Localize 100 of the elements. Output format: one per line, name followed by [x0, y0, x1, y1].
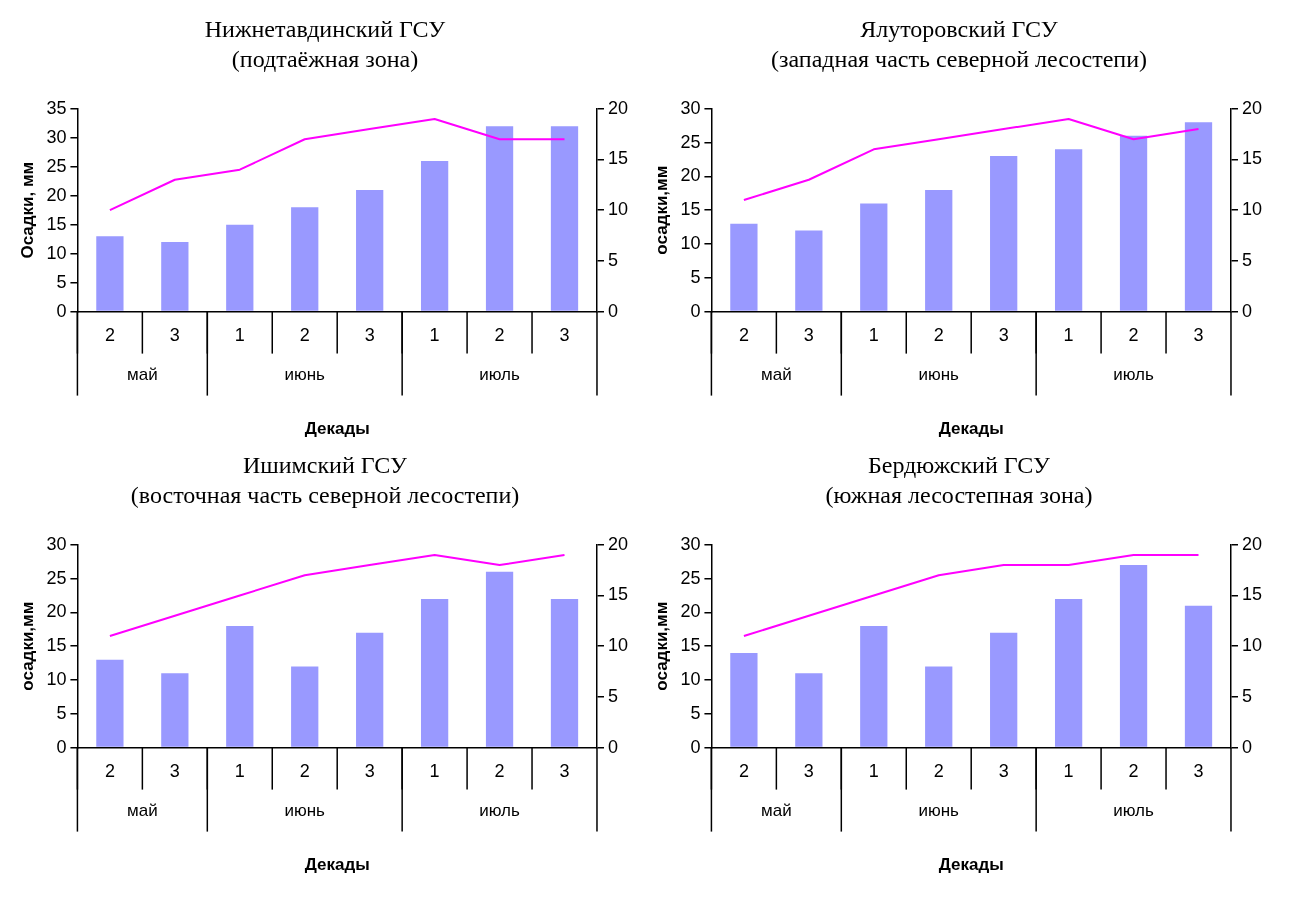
bar	[226, 224, 254, 311]
x-tick-label: 2	[299, 324, 310, 345]
bar	[860, 203, 888, 311]
y-tick-label: 0	[56, 300, 67, 321]
y2-tick-label: 20	[1241, 533, 1263, 554]
bar	[291, 207, 319, 311]
text: июль	[479, 801, 521, 821]
bar	[990, 632, 1018, 747]
bar	[485, 571, 514, 747]
y2-tick-label: 10	[1241, 635, 1263, 656]
y2-tick-label: 0	[1241, 300, 1252, 321]
x-tick-label: 1	[1063, 324, 1074, 345]
y2-tick-label: 0	[607, 736, 618, 757]
chart-title: Ишимский ГСУ	[241, 451, 409, 480]
y-tick-label: 10	[46, 242, 67, 263]
chart-title: Бердюжский ГСУ	[866, 451, 1052, 480]
x-tick-label: 2	[1128, 324, 1139, 345]
y2-tick-label: 5	[1241, 249, 1252, 270]
bar	[291, 666, 319, 747]
text: май	[761, 365, 792, 385]
x-tick-label: 2	[933, 324, 944, 345]
bar	[161, 242, 189, 311]
y2-tick-label: 10	[607, 199, 629, 220]
text: июль	[1113, 801, 1155, 821]
x-tick-label: 2	[738, 324, 749, 345]
y-tick-label: 5	[56, 702, 67, 723]
y-tick-label: 10	[680, 668, 701, 689]
text: июнь	[284, 365, 326, 385]
chart-subtitle: (подтаёжная зона)	[230, 45, 420, 74]
y-tick-label: 25	[46, 155, 67, 176]
y2-tick-label: 20	[607, 97, 629, 118]
y-tick-label: 10	[680, 232, 701, 253]
y-tick-label: 25	[680, 131, 701, 152]
x-tick-label: 2	[494, 760, 505, 781]
x-tick-label: 2	[494, 324, 505, 345]
y-axis-title: осадки,мм	[651, 601, 671, 691]
x-tick-label: 2	[1128, 760, 1139, 781]
y-tick-label: 20	[46, 184, 67, 205]
y-tick-label: 0	[690, 736, 701, 757]
y-tick-label: 15	[46, 635, 67, 656]
y2-tick-label: 15	[1241, 584, 1263, 605]
x-tick-label: 1	[1063, 760, 1074, 781]
x-tick-label: 3	[1193, 324, 1204, 345]
y2-tick-label: 10	[607, 635, 629, 656]
bar	[795, 230, 823, 311]
y-tick-label: 5	[56, 271, 67, 292]
y-tick-label: 20	[680, 601, 701, 622]
y2-tick-label: 0	[607, 300, 618, 321]
bar	[1119, 135, 1148, 311]
chart-subtitle: (восточная часть северной лесостепи)	[129, 481, 521, 510]
x-tick-label: 3	[559, 760, 570, 781]
x-axis-title: Декады	[304, 855, 370, 875]
y-tick-label: 30	[46, 533, 67, 554]
bar	[730, 652, 758, 747]
y-tick-label: 30	[46, 126, 67, 147]
x-tick-label: 1	[234, 324, 245, 345]
x-tick-label: 3	[169, 760, 180, 781]
y-axis-title: осадки,мм	[651, 165, 671, 255]
text: май	[127, 801, 158, 821]
x-tick-label: 3	[803, 324, 814, 345]
bar	[990, 156, 1018, 311]
y2-tick-label: 20	[1241, 97, 1263, 118]
x-tick-label: 1	[868, 760, 879, 781]
text: июнь	[918, 801, 960, 821]
bar	[356, 632, 384, 747]
y-tick-label: 30	[680, 97, 701, 118]
bar	[356, 189, 384, 311]
x-tick-label: 3	[998, 324, 1009, 345]
y-tick-label: 10	[46, 668, 67, 689]
x-tick-label: 3	[169, 324, 180, 345]
y-tick-label: 35	[46, 97, 67, 118]
bar	[795, 673, 823, 747]
y2-tick-label: 15	[607, 584, 629, 605]
y2-tick-label: 15	[607, 148, 629, 169]
bar	[925, 666, 953, 747]
y-tick-label: 15	[46, 213, 67, 234]
chart-subtitle: (западная часть северной лесостепи)	[770, 45, 1148, 74]
y2-tick-label: 5	[607, 249, 618, 270]
x-tick-label: 3	[559, 324, 570, 345]
x-tick-label: 3	[803, 760, 814, 781]
x-tick-label: 3	[364, 324, 375, 345]
bar	[1054, 598, 1083, 747]
x-axis-title: Декады	[938, 419, 1004, 439]
bar	[420, 160, 449, 311]
y-tick-label: 20	[680, 165, 701, 186]
bar	[1119, 565, 1148, 747]
x-tick-label: 2	[933, 760, 944, 781]
y-tick-label: 20	[46, 601, 67, 622]
bar	[420, 598, 449, 747]
bar	[1184, 605, 1213, 747]
bar	[1184, 122, 1213, 311]
y-tick-label: 0	[690, 300, 701, 321]
y2-tick-label: 5	[1241, 685, 1252, 706]
text: май	[127, 365, 158, 385]
bar	[1054, 149, 1083, 311]
text: июль	[479, 365, 521, 385]
bar	[860, 625, 888, 747]
y2-tick-label: 5	[607, 685, 618, 706]
y-tick-label: 25	[46, 567, 67, 588]
y-tick-label: 5	[690, 702, 701, 723]
